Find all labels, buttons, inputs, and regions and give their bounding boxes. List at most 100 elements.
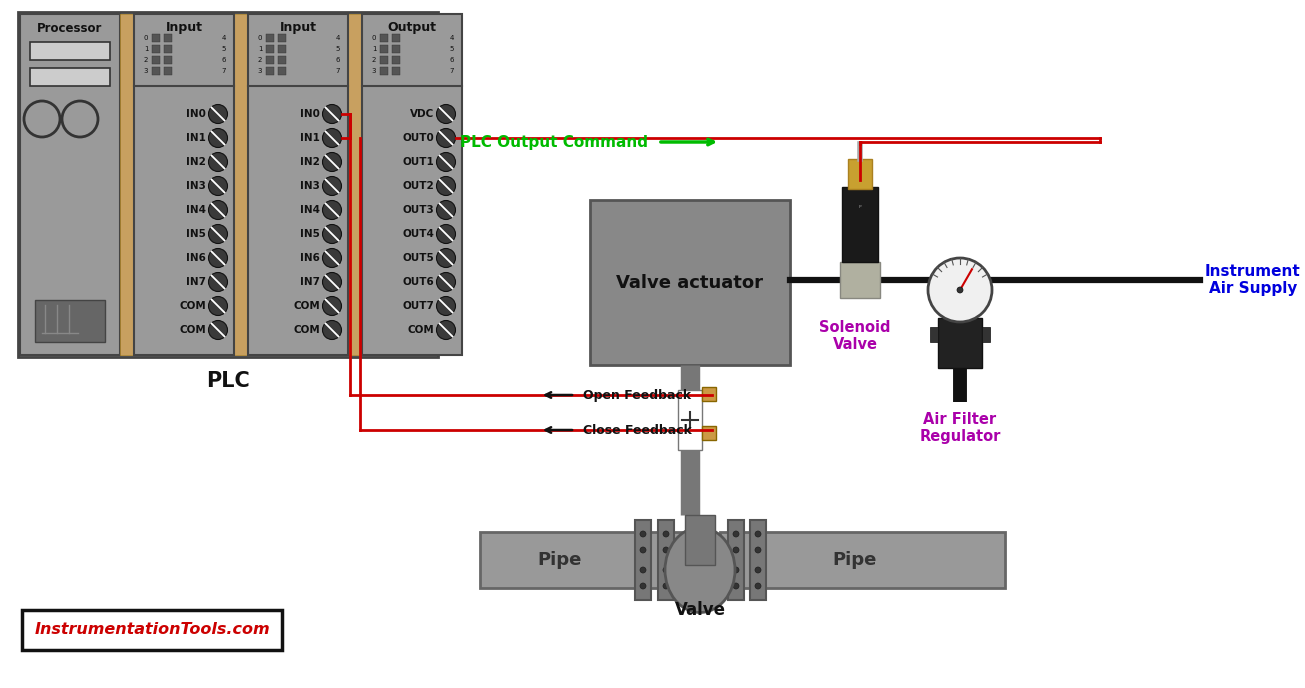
Circle shape <box>209 153 227 171</box>
Bar <box>930 327 938 342</box>
Bar <box>278 67 286 75</box>
Circle shape <box>322 272 342 292</box>
Text: 2: 2 <box>258 57 262 63</box>
Text: PLC: PLC <box>206 371 249 391</box>
Text: Instrument
Air Supply: Instrument Air Supply <box>1205 264 1301 297</box>
Circle shape <box>209 321 227 339</box>
Circle shape <box>663 567 669 573</box>
Bar <box>30 68 110 86</box>
Bar <box>702 387 716 401</box>
Circle shape <box>733 567 739 573</box>
Circle shape <box>209 297 227 316</box>
Circle shape <box>639 567 646 573</box>
Circle shape <box>436 272 455 292</box>
Circle shape <box>436 321 455 339</box>
Bar <box>590 200 790 365</box>
Bar <box>981 327 990 342</box>
Bar <box>702 426 716 440</box>
Text: IN6: IN6 <box>187 253 206 263</box>
Text: COM: COM <box>179 325 206 335</box>
Text: OUT3: OUT3 <box>402 205 435 215</box>
Bar <box>151 34 161 42</box>
Circle shape <box>209 200 227 219</box>
Text: IN5: IN5 <box>300 229 320 239</box>
Bar <box>234 14 248 355</box>
Circle shape <box>436 224 455 244</box>
Bar <box>361 14 462 355</box>
Text: 3: 3 <box>258 68 262 74</box>
Text: COM: COM <box>407 325 435 335</box>
Text: COM: COM <box>294 301 320 311</box>
Text: Pipe: Pipe <box>538 551 582 569</box>
Circle shape <box>436 105 455 124</box>
Circle shape <box>663 531 669 537</box>
Circle shape <box>639 547 646 553</box>
Text: IN1: IN1 <box>187 133 206 143</box>
Text: IN3: IN3 <box>187 181 206 191</box>
Text: InstrumentationTools.com: InstrumentationTools.com <box>34 623 270 638</box>
Bar <box>151 67 161 75</box>
Text: OUT4: OUT4 <box>402 229 435 239</box>
Text: 3: 3 <box>144 68 149 74</box>
Bar <box>750 520 766 600</box>
Bar <box>134 14 234 355</box>
Bar <box>658 520 673 600</box>
Bar <box>728 520 744 600</box>
Text: IN5: IN5 <box>187 229 206 239</box>
Circle shape <box>663 583 669 589</box>
Text: Pipe: Pipe <box>833 551 877 569</box>
Bar <box>392 67 401 75</box>
Ellipse shape <box>666 528 735 612</box>
Text: COM: COM <box>179 301 206 311</box>
Circle shape <box>756 583 761 589</box>
Text: IN1: IN1 <box>300 133 320 143</box>
Circle shape <box>209 105 227 124</box>
Text: Input: Input <box>279 21 317 34</box>
Circle shape <box>322 321 342 339</box>
Bar <box>840 262 880 298</box>
Bar <box>380 34 388 42</box>
Bar <box>392 45 401 53</box>
Text: IN2: IN2 <box>300 157 320 167</box>
Text: Solenoid
Valve: Solenoid Valve <box>820 320 891 352</box>
Text: IN4: IN4 <box>300 205 320 215</box>
Bar <box>151 56 161 64</box>
Text: 6: 6 <box>450 57 454 63</box>
Circle shape <box>209 224 227 244</box>
Circle shape <box>209 248 227 268</box>
Text: 6: 6 <box>335 57 341 63</box>
Circle shape <box>322 129 342 147</box>
Bar <box>151 45 161 53</box>
Bar <box>480 532 696 588</box>
Text: 2: 2 <box>372 57 376 63</box>
Text: 1: 1 <box>258 46 262 52</box>
Bar <box>164 67 172 75</box>
Text: 7: 7 <box>450 68 454 74</box>
Text: 4: 4 <box>335 35 341 41</box>
Bar <box>35 300 104 342</box>
Text: 1: 1 <box>372 46 376 52</box>
Bar <box>392 56 401 64</box>
Bar <box>164 56 172 64</box>
Bar <box>392 34 401 42</box>
Text: Valve actuator: Valve actuator <box>616 274 763 292</box>
Text: Output: Output <box>388 21 436 34</box>
Bar <box>18 12 438 357</box>
Circle shape <box>209 272 227 292</box>
Text: Air Filter
Regulator: Air Filter Regulator <box>919 412 1001 444</box>
Bar <box>266 45 274 53</box>
Bar <box>22 610 282 650</box>
Text: 4: 4 <box>450 35 454 41</box>
Circle shape <box>436 297 455 316</box>
Text: IN2: IN2 <box>187 157 206 167</box>
Text: IN0: IN0 <box>187 109 206 119</box>
Bar <box>685 515 715 565</box>
Circle shape <box>436 153 455 171</box>
Text: OUT0: OUT0 <box>402 133 435 143</box>
Circle shape <box>322 200 342 219</box>
Bar <box>120 14 134 355</box>
Text: Open Feedback: Open Feedback <box>583 389 692 402</box>
Circle shape <box>639 531 646 537</box>
Bar <box>636 520 651 600</box>
Text: 4: 4 <box>222 35 226 41</box>
